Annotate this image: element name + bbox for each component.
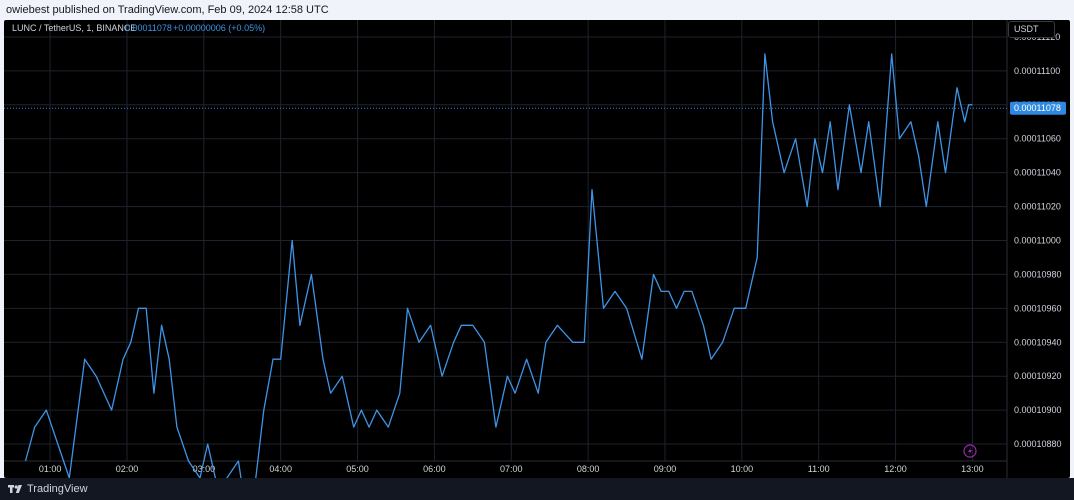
tradingview-logo-icon [8,485,22,493]
symbol-change: +0.00000006 (+0.05%) [173,23,265,33]
y-tick-label: 0.00011040 [1014,168,1061,178]
chart-area[interactable]: LUNC / TetherUS, 1, BINANCE 0.00011078 +… [4,20,1070,478]
x-tick-label: 03:00 [193,464,216,474]
tradingview-brand[interactable]: TradingView [8,482,88,496]
x-tick-label: 07:00 [500,464,523,474]
x-tick-label: 01:00 [39,464,62,474]
x-tick-label: 02:00 [116,464,139,474]
symbol-pair[interactable]: LUNC / TetherUS, 1, BINANCE [12,23,136,33]
y-tick-label: 0.00010880 [1014,439,1062,449]
x-tick-label: 10:00 [731,464,754,474]
published-text: owiebest published on TradingView.com, F… [6,4,329,16]
x-axis[interactable]: 01:00 02:00 03:00 04:00 05:00 06:00 07:00 08:00… [39,464,984,474]
currency-button[interactable]: USDT [1008,21,1055,38]
y-tick-label: 0.00010920 [1014,371,1062,381]
chart-grid [4,20,1007,461]
y-tick-label: 0.00011100 [1014,66,1060,76]
symbol-last-price: 0.00011078 [125,23,172,33]
x-tick-label: 09:00 [654,464,677,474]
y-tick-label: 0.00010980 [1014,269,1062,279]
publish-bar: owiebest published on TradingView.com, F… [0,0,1074,20]
x-tick-label: 04:00 [269,464,292,474]
x-tick-label: 08:00 [577,464,600,474]
y-tick-label: 0.00011020 [1014,202,1061,212]
lightning-icon[interactable] [963,444,977,458]
y-tick-label: 0.00010960 [1014,303,1062,313]
x-tick-label: 11:00 [808,464,830,474]
x-tick-label: 06:00 [423,464,446,474]
price-series-line [24,53,973,478]
y-tick-label: 0.00010940 [1014,337,1062,347]
price-chart[interactable]: LUNC / TetherUS, 1, BINANCE 0.00011078 +… [4,20,1070,478]
last-price-tag-text: 0.00011078 [1014,103,1061,113]
y-tick-label: 0.00011000 [1014,236,1061,246]
x-tick-label: 13:00 [961,464,984,474]
last-price-tag: 0.00011078 [1010,101,1066,115]
footer-bar: TradingView [0,478,1074,500]
brand-label: TradingView [27,483,88,495]
x-tick-label: 12:00 [884,464,907,474]
x-tick-label: 05:00 [346,464,369,474]
y-axis[interactable]: 0.000111200.000111000.000110800.00011060… [1014,32,1062,449]
y-tick-label: 0.00011060 [1014,134,1061,144]
y-tick-label: 0.00010900 [1014,405,1062,415]
